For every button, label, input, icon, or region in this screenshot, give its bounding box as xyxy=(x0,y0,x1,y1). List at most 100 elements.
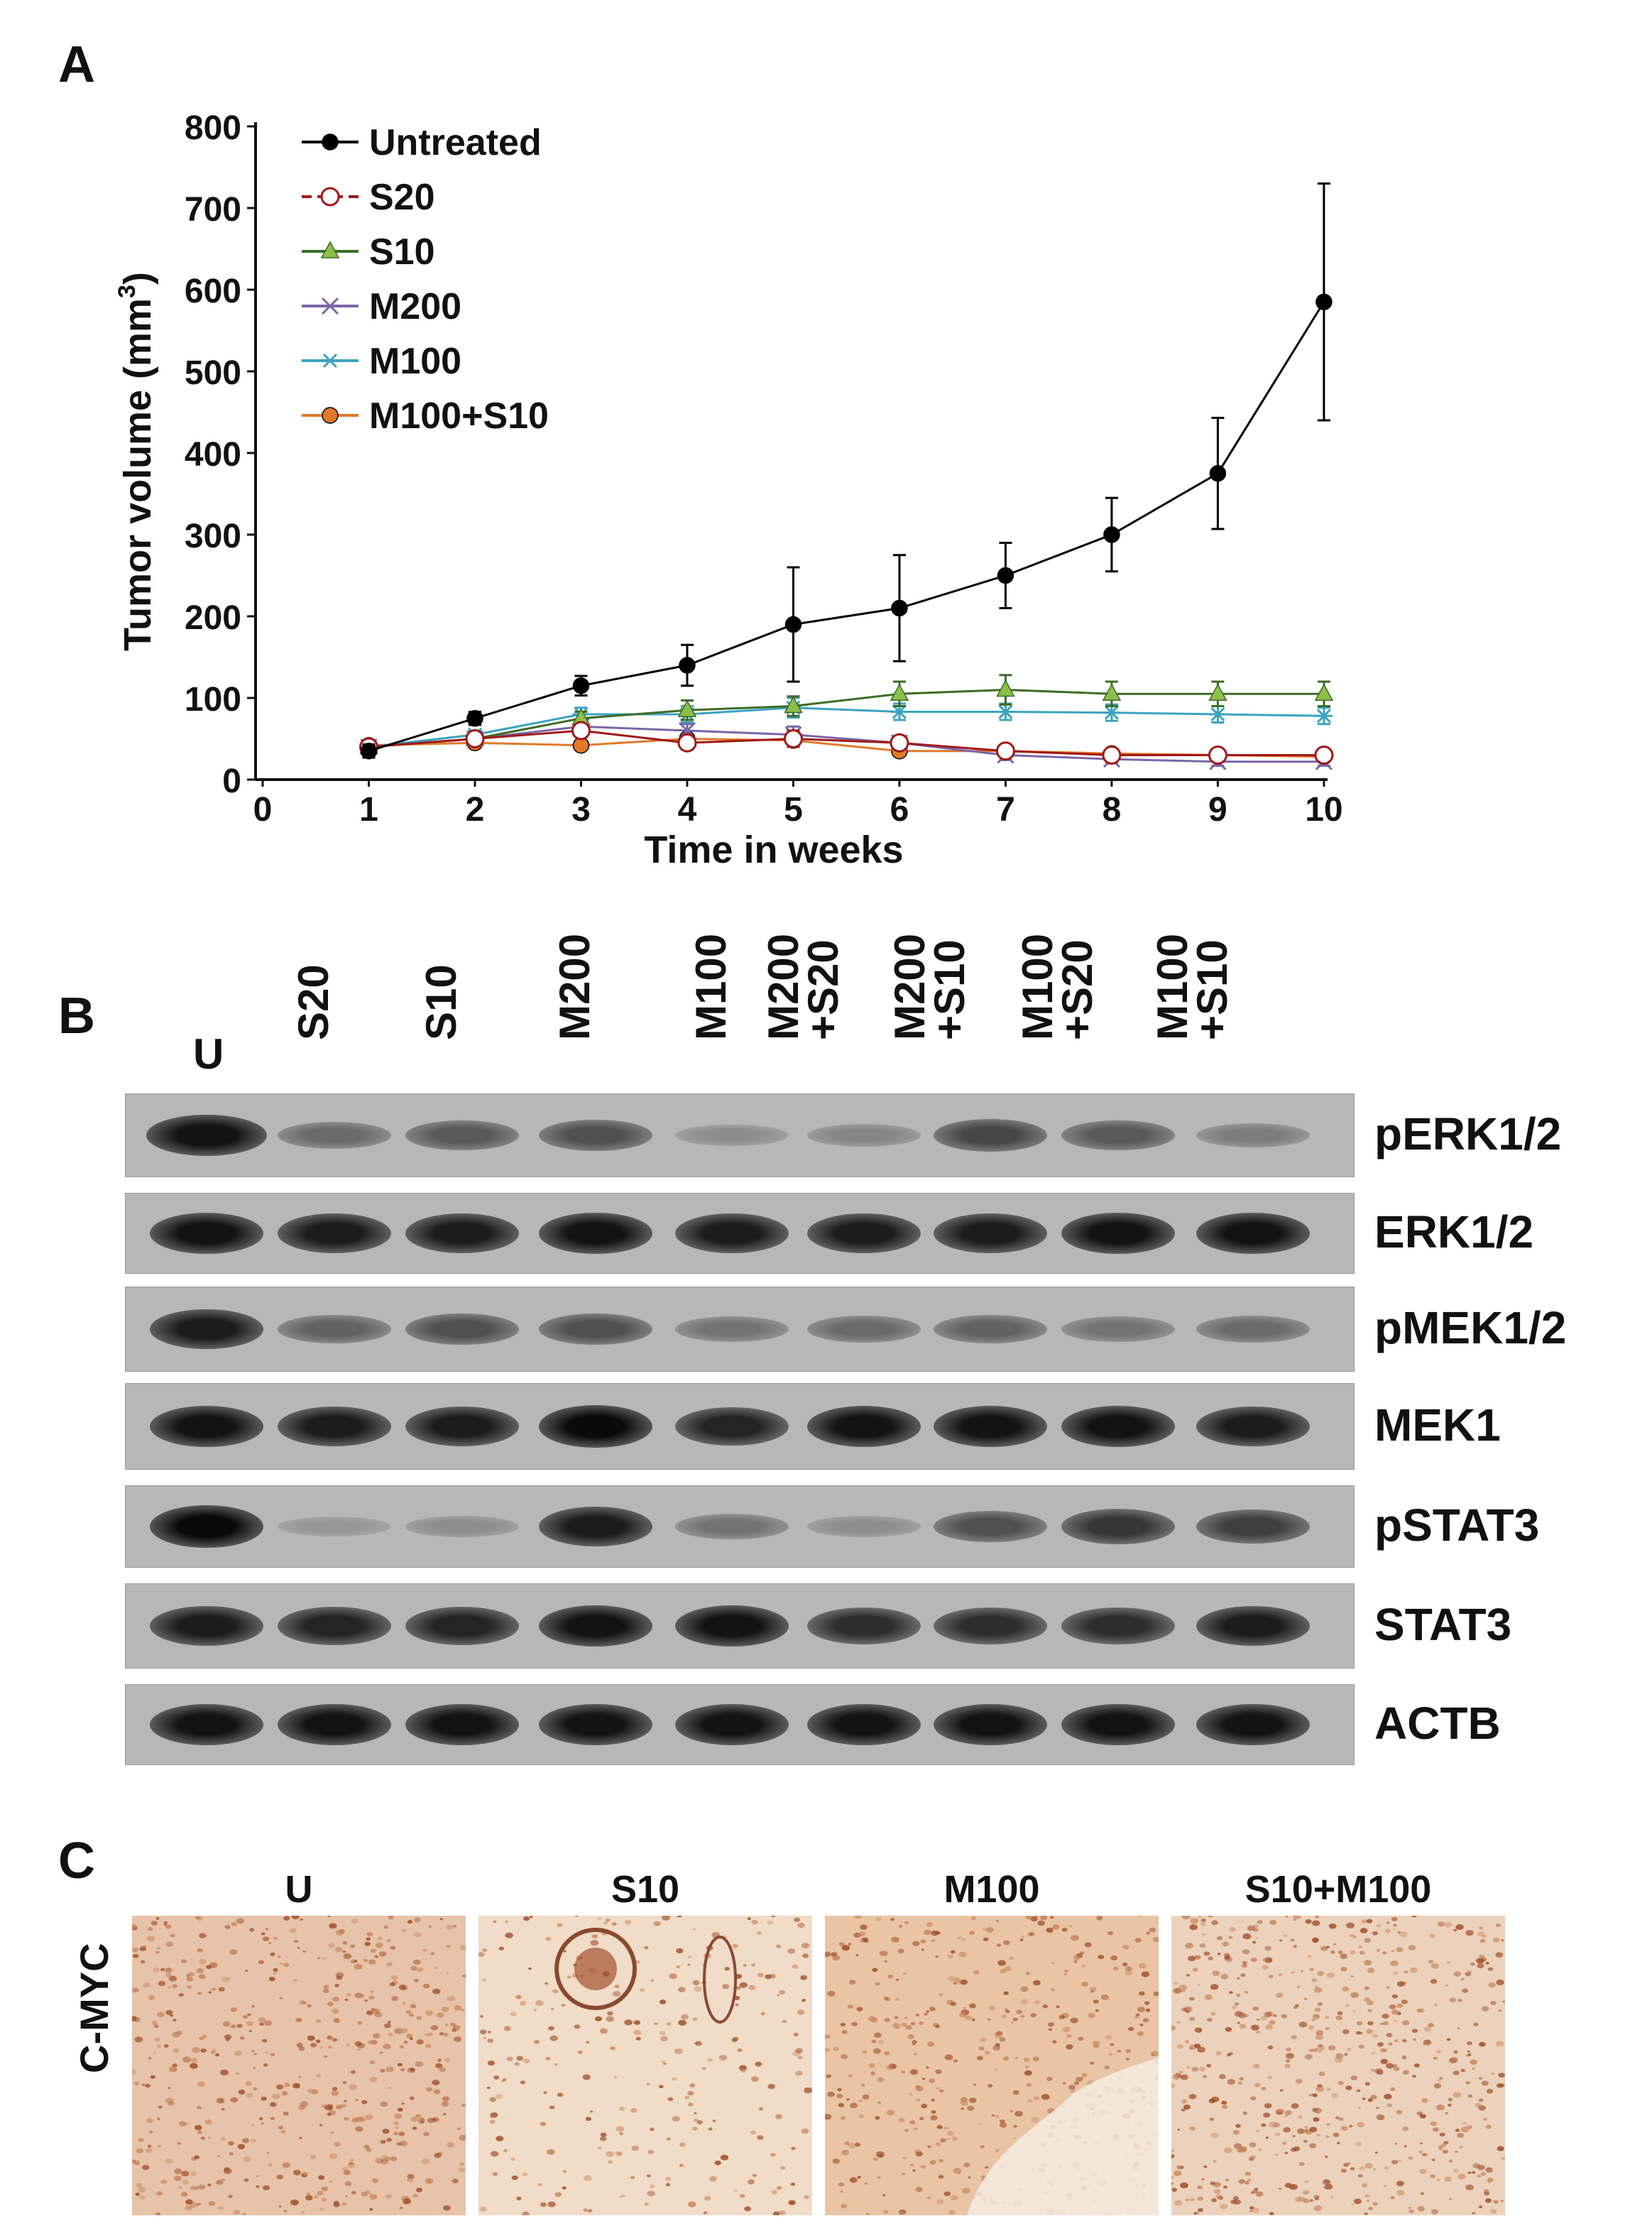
blot-band xyxy=(1196,1407,1310,1446)
stained-cell xyxy=(390,2156,398,2161)
stained-cell xyxy=(557,1923,563,1928)
blot-band xyxy=(1196,1704,1310,1745)
stained-cell xyxy=(1304,2054,1313,2060)
stained-cell xyxy=(1303,2139,1308,2144)
stained-cell xyxy=(1362,2097,1366,2100)
stained-cell xyxy=(1404,1970,1408,1974)
stained-cell xyxy=(882,2210,889,2214)
stained-cell xyxy=(1024,2065,1029,2069)
stained-cell xyxy=(1428,1960,1434,1964)
stained-cell xyxy=(1398,2159,1402,2163)
stained-cell xyxy=(1188,2094,1197,2100)
stained-cell xyxy=(397,2107,403,2112)
stained-cell xyxy=(894,2016,899,2019)
stained-cell xyxy=(924,1929,931,1936)
stained-cell xyxy=(216,2097,225,2104)
stained-cell xyxy=(1326,2087,1331,2091)
stained-cell xyxy=(1364,2183,1368,2185)
stained-cell xyxy=(1220,2203,1228,2210)
stained-cell xyxy=(208,1991,212,1994)
stained-cell xyxy=(302,1950,306,1953)
stained-cell xyxy=(619,2131,624,2136)
stained-cell xyxy=(292,2083,301,2089)
stained-cell xyxy=(608,2160,613,2164)
stained-cell xyxy=(1138,1916,1142,1918)
data-point xyxy=(466,710,483,727)
stained-cell xyxy=(1335,2015,1343,2021)
stained-cell xyxy=(279,1997,283,2000)
stained-cell xyxy=(1386,1921,1390,1924)
stained-cell xyxy=(341,2104,347,2108)
stained-cell xyxy=(1495,2041,1504,2047)
stained-cell xyxy=(1189,2016,1196,2021)
stained-cell xyxy=(1487,2178,1494,2183)
stained-cell xyxy=(1010,2109,1014,2113)
blot-band xyxy=(934,1213,1047,1253)
stained-cell xyxy=(1225,2178,1230,2182)
stained-cell xyxy=(1304,2129,1308,2132)
stained-cell xyxy=(461,1974,466,1978)
tissue-gap xyxy=(967,2058,1159,2215)
stained-cell xyxy=(151,2021,158,2026)
stained-cell xyxy=(1364,2163,1373,2169)
stained-cell xyxy=(434,2063,443,2069)
stained-cell xyxy=(409,2013,414,2017)
stained-cell xyxy=(319,2046,324,2049)
stained-cell xyxy=(1304,2180,1309,2183)
stained-cell xyxy=(410,2117,418,2122)
stained-cell xyxy=(1366,2029,1374,2034)
stained-cell xyxy=(898,2209,907,2215)
stained-cell xyxy=(1104,2065,1110,2070)
stained-cell xyxy=(1408,2156,1413,2160)
data-point xyxy=(784,616,802,633)
stained-cell xyxy=(1364,2194,1370,2198)
stained-cell xyxy=(1312,2093,1318,2097)
stained-cell xyxy=(1264,1945,1272,1951)
stained-cell xyxy=(197,2130,202,2134)
stained-cell xyxy=(672,2116,681,2122)
stained-cell xyxy=(433,2089,441,2095)
stained-cell xyxy=(825,1951,831,1958)
stained-cell xyxy=(1462,2122,1467,2125)
stained-cell xyxy=(970,1916,976,1921)
stained-cell xyxy=(1020,1986,1029,1992)
stained-cell xyxy=(516,2196,522,2200)
stained-cell xyxy=(1447,1961,1450,1964)
stained-cell xyxy=(487,2038,494,2043)
stained-cell xyxy=(1350,2075,1358,2080)
stained-cell xyxy=(801,1943,810,1949)
stained-cell xyxy=(319,2124,323,2127)
stained-cell xyxy=(427,2117,435,2124)
legend-item: Untreated xyxy=(302,122,542,163)
stained-cell xyxy=(1025,1916,1032,1920)
stained-cell xyxy=(1359,1950,1365,1955)
stained-cell xyxy=(679,2163,684,2167)
lane-label: S20 xyxy=(290,964,337,1040)
stained-cell xyxy=(939,1993,943,1997)
stained-cell xyxy=(644,2202,649,2206)
stained-cell xyxy=(1372,2168,1377,2171)
stained-cell xyxy=(402,2002,406,2005)
stained-cell xyxy=(1256,2129,1260,2133)
stained-cell xyxy=(1364,1960,1372,1966)
stained-cell xyxy=(665,2176,672,2181)
blot-band xyxy=(150,1309,263,1349)
stained-cell xyxy=(655,1921,662,1926)
stained-cell xyxy=(1416,2111,1423,2116)
data-point xyxy=(322,407,339,424)
blot-band xyxy=(405,1516,519,1537)
stained-cell xyxy=(547,2201,556,2207)
ihc-title-s10-m100: S10+M100 xyxy=(1245,1868,1432,1911)
data-point xyxy=(1102,746,1122,765)
stained-cell xyxy=(155,1950,160,1954)
stained-cell xyxy=(449,2022,456,2027)
stained-cell xyxy=(157,1947,160,1950)
stained-cell xyxy=(902,2172,906,2176)
stained-cell xyxy=(708,2127,713,2131)
stained-cell xyxy=(355,2126,363,2132)
stained-cell xyxy=(792,1964,799,1969)
stained-cell xyxy=(397,2063,403,2067)
stained-cell xyxy=(146,2148,153,2154)
stained-cell xyxy=(259,2022,264,2026)
stained-cell xyxy=(862,2050,868,2054)
